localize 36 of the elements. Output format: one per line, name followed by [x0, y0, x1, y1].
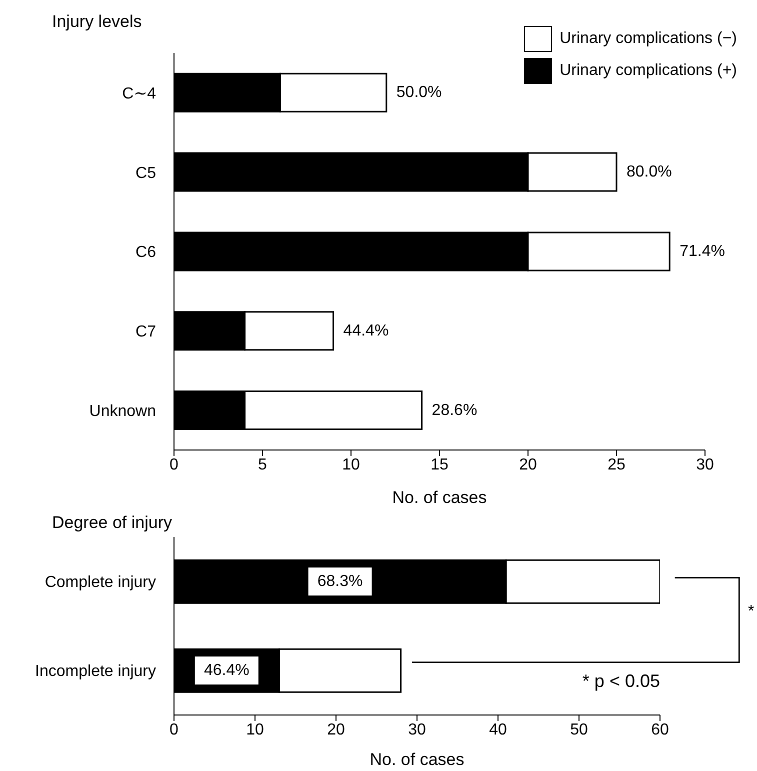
annotation: 44.4%	[343, 322, 389, 340]
annotation: 28.6%	[432, 402, 478, 419]
x-axis-title: No. of cases	[370, 750, 464, 769]
x-axis-title: No. of cases	[392, 488, 487, 507]
y-tick-label: C∼4	[122, 85, 156, 102]
y-axis-title: Injury levels	[52, 12, 142, 32]
x-tick-label: 20	[519, 456, 537, 474]
x-tick-label: 10	[342, 456, 360, 474]
text: *	[748, 603, 754, 621]
x-tick-label: 0	[170, 456, 179, 474]
legend-label: Urinary complications (−)	[560, 30, 737, 48]
annotation: 50.0%	[396, 84, 442, 102]
annotation: 46.4%	[204, 662, 250, 679]
annotation: * p < 0.05	[582, 671, 660, 692]
y-tick-label: C6	[136, 244, 156, 262]
x-tick-label: 40	[489, 721, 507, 738]
y-tick-label: Incomplete injury	[35, 663, 156, 680]
annotation: 71.4%	[680, 243, 725, 260]
annotation: 68.3%	[317, 573, 363, 590]
x-tick-label: 25	[608, 456, 626, 474]
y-axis-title: Degree of injury	[52, 513, 172, 533]
y-tick-label: C5	[136, 164, 156, 182]
x-tick-label: 50	[570, 721, 588, 738]
legend-label: Urinary complications (+)	[560, 62, 737, 80]
x-tick-label: 20	[327, 721, 345, 738]
x-tick-label: 0	[170, 721, 179, 738]
x-tick-label: 10	[246, 721, 264, 738]
x-tick-label: 60	[651, 721, 669, 738]
x-tick-label: 5	[258, 456, 268, 474]
y-tick-label: Unknown	[89, 402, 156, 420]
x-tick-label: 30	[408, 721, 426, 738]
x-tick-label: 30	[696, 456, 714, 474]
y-tick-label: C7	[136, 324, 156, 341]
x-tick-label: 15	[430, 456, 448, 474]
annotation: 80.0%	[626, 164, 672, 181]
y-tick-label: Complete injury	[44, 574, 156, 592]
